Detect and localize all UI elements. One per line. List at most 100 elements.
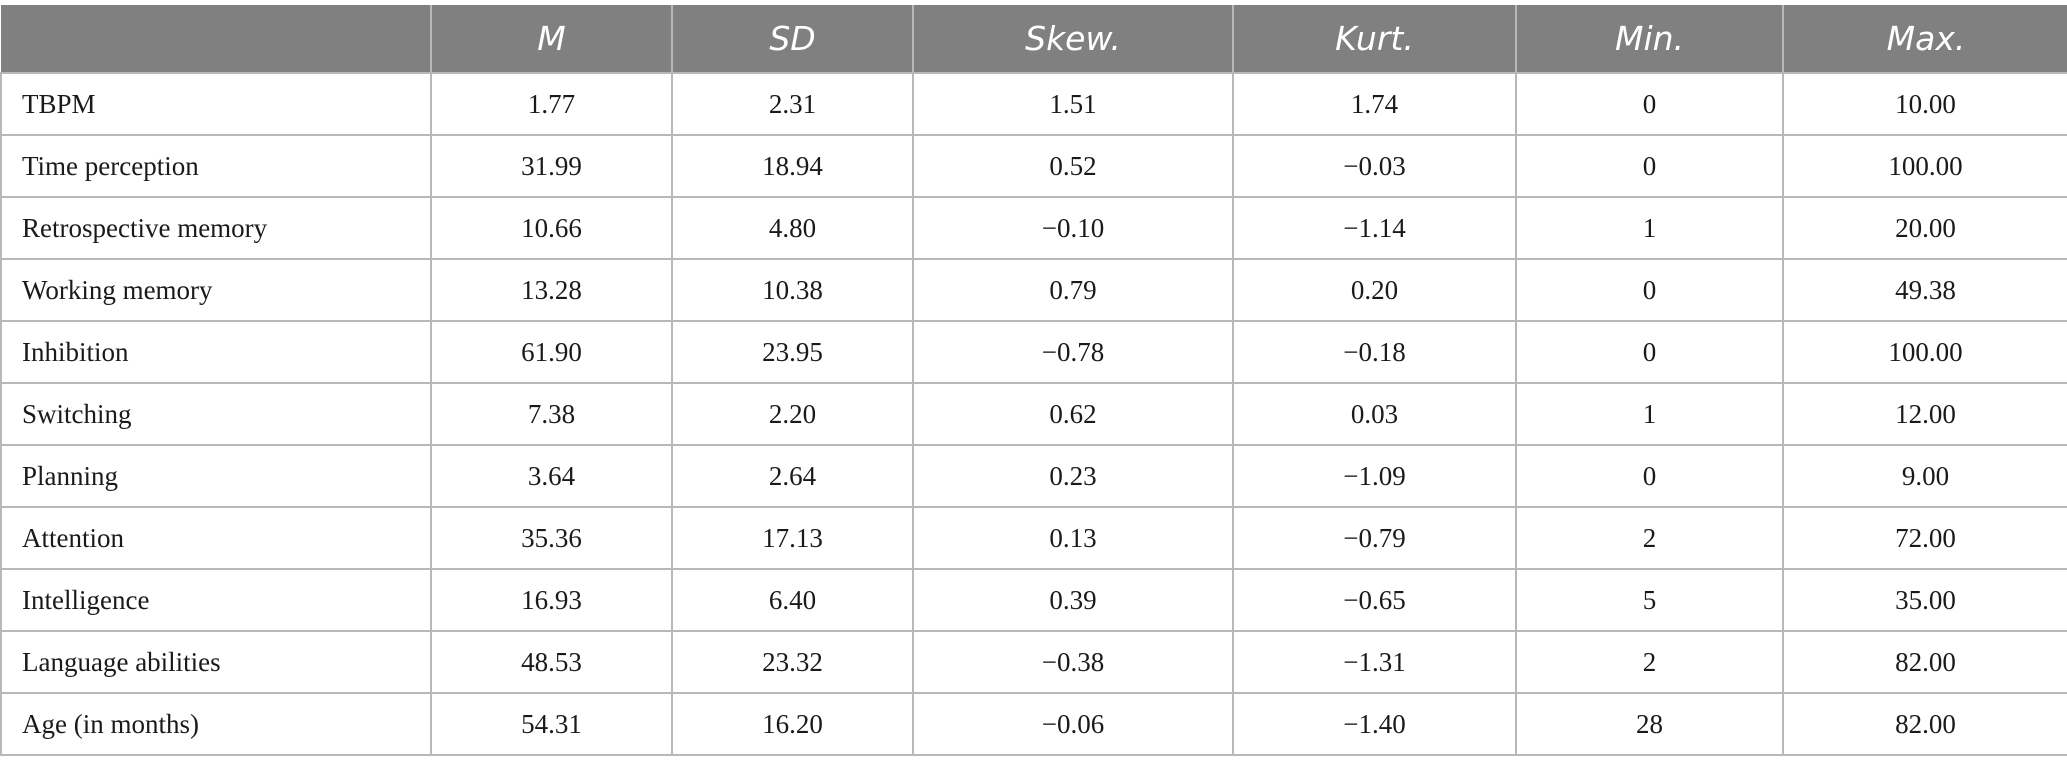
- table-header: M SD Skew. Kurt. Min. Max.: [1, 5, 2067, 74]
- cell-variable: Intelligence: [0, 568, 432, 632]
- cell-sd: 2.31: [671, 72, 914, 136]
- cell-max: 82.00: [1782, 630, 2067, 694]
- cell-mean: 48.53: [430, 630, 673, 694]
- cell-variable: Attention: [0, 506, 432, 570]
- cell-min: 5: [1515, 568, 1784, 632]
- cell-skewness: 1.51: [912, 72, 1234, 136]
- header-cell-min: Min.: [1515, 5, 1784, 74]
- cell-mean: 61.90: [430, 320, 673, 384]
- cell-min: 28: [1515, 692, 1784, 756]
- descriptive-statistics-table: M SD Skew. Kurt. Min. Max. TBPM 1.77 2.31 1…: [0, 5, 2067, 756]
- cell-mean: 35.36: [430, 506, 673, 570]
- cell-min: 0: [1515, 444, 1784, 508]
- table-row: Intelligence 16.93 6.40 0.39 −0.65 5 35.00: [0, 568, 2067, 632]
- cell-variable: Switching: [0, 382, 432, 446]
- cell-variable: Retrospective memory: [0, 196, 432, 260]
- cell-max: 72.00: [1782, 506, 2067, 570]
- cell-max: 49.38: [1782, 258, 2067, 322]
- cell-mean: 31.99: [430, 134, 673, 198]
- cell-max: 100.00: [1782, 134, 2067, 198]
- cell-sd: 16.20: [671, 692, 914, 756]
- header-cell-mean: M: [430, 5, 673, 74]
- table-row: Attention 35.36 17.13 0.13 −0.79 2 72.00: [0, 506, 2067, 570]
- cell-min: 0: [1515, 320, 1784, 384]
- cell-kurtosis: −0.65: [1232, 568, 1517, 632]
- cell-kurtosis: 1.74: [1232, 72, 1517, 136]
- cell-skewness: −0.38: [912, 630, 1234, 694]
- cell-sd: 23.32: [671, 630, 914, 694]
- cell-skewness: 0.79: [912, 258, 1234, 322]
- cell-kurtosis: 0.20: [1232, 258, 1517, 322]
- header-cell-max: Max.: [1782, 5, 2067, 74]
- cell-skewness: 0.62: [912, 382, 1234, 446]
- table-row: Age (in months) 54.31 16.20 −0.06 −1.40 28 82.…: [0, 692, 2067, 756]
- cell-max: 100.00: [1782, 320, 2067, 384]
- cell-kurtosis: −0.18: [1232, 320, 1517, 384]
- cell-kurtosis: −0.03: [1232, 134, 1517, 198]
- cell-kurtosis: −1.40: [1232, 692, 1517, 756]
- table-row: Retrospective memory 10.66 4.80 −0.10 −1.14 1…: [0, 196, 2067, 260]
- header-cell-kurtosis: Kurt.: [1232, 5, 1517, 74]
- cell-variable: Language abilities: [0, 630, 432, 694]
- cell-sd: 17.13: [671, 506, 914, 570]
- cell-skewness: 0.23: [912, 444, 1234, 508]
- cell-skewness: 0.39: [912, 568, 1234, 632]
- table-row: Time perception 31.99 18.94 0.52 −0.03 0 100.0…: [0, 134, 2067, 198]
- header-cell-sd: SD: [671, 5, 914, 74]
- cell-kurtosis: −1.14: [1232, 196, 1517, 260]
- cell-variable: Age (in months): [0, 692, 432, 756]
- cell-sd: 10.38: [671, 258, 914, 322]
- cell-mean: 7.38: [430, 382, 673, 446]
- table-row: TBPM 1.77 2.31 1.51 1.74 0 10.00: [0, 72, 2067, 136]
- cell-skewness: −0.06: [912, 692, 1234, 756]
- cell-min: 0: [1515, 134, 1784, 198]
- cell-max: 9.00: [1782, 444, 2067, 508]
- cell-mean: 1.77: [430, 72, 673, 136]
- cell-sd: 2.64: [671, 444, 914, 508]
- table-body: TBPM 1.77 2.31 1.51 1.74 0 10.00 Time perceptio…: [0, 72, 2067, 756]
- cell-sd: 2.20: [671, 382, 914, 446]
- cell-min: 0: [1515, 258, 1784, 322]
- cell-max: 35.00: [1782, 568, 2067, 632]
- table-row: Working memory 13.28 10.38 0.79 0.20 0 49.38: [0, 258, 2067, 322]
- cell-min: 2: [1515, 506, 1784, 570]
- cell-min: 1: [1515, 382, 1784, 446]
- header-row: M SD Skew. Kurt. Min. Max.: [1, 5, 2067, 74]
- cell-min: 0: [1515, 72, 1784, 136]
- cell-variable: Time perception: [0, 134, 432, 198]
- cell-max: 82.00: [1782, 692, 2067, 756]
- cell-mean: 16.93: [430, 568, 673, 632]
- cell-max: 20.00: [1782, 196, 2067, 260]
- cell-mean: 10.66: [430, 196, 673, 260]
- cell-mean: 54.31: [430, 692, 673, 756]
- cell-max: 10.00: [1782, 72, 2067, 136]
- cell-variable: Working memory: [0, 258, 432, 322]
- cell-sd: 6.40: [671, 568, 914, 632]
- cell-kurtosis: −0.79: [1232, 506, 1517, 570]
- cell-min: 1: [1515, 196, 1784, 260]
- header-cell-variable: [1, 5, 432, 74]
- cell-skewness: −0.10: [912, 196, 1234, 260]
- cell-sd: 18.94: [671, 134, 914, 198]
- cell-kurtosis: 0.03: [1232, 382, 1517, 446]
- cell-skewness: 0.52: [912, 134, 1234, 198]
- cell-kurtosis: −1.31: [1232, 630, 1517, 694]
- cell-max: 12.00: [1782, 382, 2067, 446]
- table-row: Planning 3.64 2.64 0.23 −1.09 0 9.00: [0, 444, 2067, 508]
- cell-kurtosis: −1.09: [1232, 444, 1517, 508]
- cell-variable: Planning: [0, 444, 432, 508]
- table-row: Switching 7.38 2.20 0.62 0.03 1 12.00: [0, 382, 2067, 446]
- cell-min: 2: [1515, 630, 1784, 694]
- table-row: Language abilities 48.53 23.32 −0.38 −1.31 2 8…: [0, 630, 2067, 694]
- table-row: Inhibition 61.90 23.95 −0.78 −0.18 0 100.00: [0, 320, 2067, 384]
- cell-skewness: 0.13: [912, 506, 1234, 570]
- cell-variable: TBPM: [0, 72, 432, 136]
- cell-sd: 23.95: [671, 320, 914, 384]
- descriptive-statistics-table-container: M SD Skew. Kurt. Min. Max. TBPM 1.77 2.31 1…: [0, 5, 2067, 756]
- cell-mean: 13.28: [430, 258, 673, 322]
- header-cell-skewness: Skew.: [912, 5, 1234, 74]
- cell-mean: 3.64: [430, 444, 673, 508]
- cell-skewness: −0.78: [912, 320, 1234, 384]
- cell-variable: Inhibition: [0, 320, 432, 384]
- cell-sd: 4.80: [671, 196, 914, 260]
